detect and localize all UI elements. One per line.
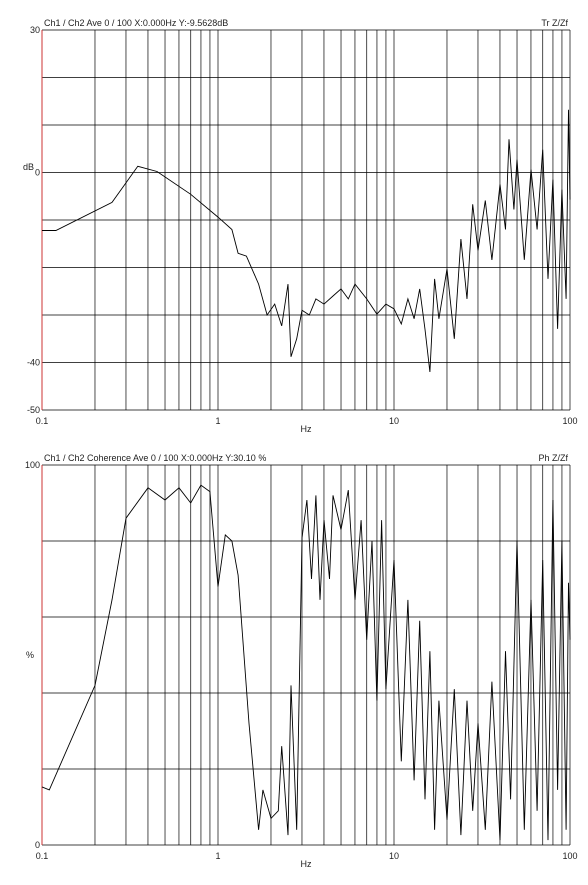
y-tick-label: -50 <box>27 405 40 415</box>
y-tick-label: 100 <box>25 460 40 470</box>
data-line <box>41 484 571 841</box>
y-tick-label: 0 <box>35 168 40 178</box>
y-axis-label: dB <box>23 162 34 172</box>
x-tick-label: 0.1 <box>36 851 49 861</box>
title-backdrop <box>43 18 265 29</box>
x-tick-label: 100 <box>562 851 577 861</box>
x-axis-label: Hz <box>301 424 312 434</box>
chart-title: Ch1 / Ch2 Ave 0 / 100 X:0.000Hz Y:-9.562… <box>44 18 228 28</box>
x-axis-label: Hz <box>301 859 312 869</box>
x-tick-label: 1 <box>215 851 220 861</box>
x-tick-label: 10 <box>389 416 399 426</box>
y-tick-label: 0 <box>35 840 40 850</box>
corner-label: Ph Z/Zf <box>538 453 568 463</box>
y-tick-label: -40 <box>27 358 40 368</box>
title-backdrop <box>43 453 265 464</box>
x-tick-label: 100 <box>562 416 577 426</box>
x-tick-label: 0.1 <box>36 416 49 426</box>
y-axis-label: % <box>26 650 34 660</box>
corner-label: Tr Z/Zf <box>541 18 568 28</box>
data-line <box>42 109 571 373</box>
chart-title: Ch1 / Ch2 Coherence Ave 0 / 100 X:0.000H… <box>44 453 266 463</box>
y-tick-label: 30 <box>30 25 40 35</box>
x-tick-label: 10 <box>389 851 399 861</box>
x-tick-label: 1 <box>215 416 220 426</box>
